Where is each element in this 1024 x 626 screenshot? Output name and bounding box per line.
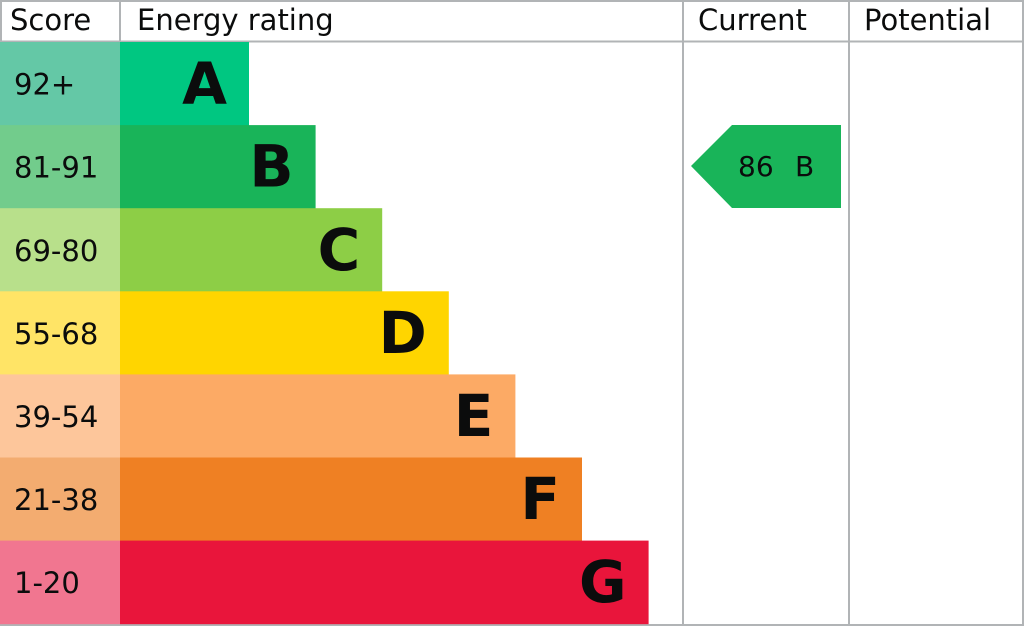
current-letter: B — [795, 150, 814, 183]
current-score: 86 — [738, 150, 774, 183]
rating-letter: F — [520, 465, 560, 533]
score-cell — [0, 208, 120, 292]
current-arrow-shape — [691, 125, 841, 208]
score-range: 81-91 — [14, 151, 98, 185]
rating-letter: C — [318, 216, 361, 284]
band-b: 81-91 B — [0, 125, 316, 209]
score-cell — [0, 540, 120, 625]
rating-bar — [120, 125, 316, 209]
rating-bar — [120, 457, 582, 542]
header-potential: Potential — [864, 3, 991, 37]
rating-letter: G — [579, 548, 627, 616]
rating-bar — [120, 374, 516, 458]
band-g: 1-20 G — [0, 540, 649, 625]
score-range: 1-20 — [14, 566, 80, 600]
score-cell — [0, 374, 120, 458]
score-cell — [0, 457, 120, 542]
current-rating-arrow: 86 B — [691, 125, 841, 208]
score-range: 21-38 — [14, 483, 98, 517]
band-a: 92+ A — [0, 42, 249, 126]
rating-letter: B — [249, 133, 293, 201]
rating-bar — [120, 208, 383, 292]
rating-letter: E — [454, 382, 494, 450]
score-range: 55-68 — [14, 317, 98, 351]
rating-bar — [120, 42, 249, 126]
score-range: 69-80 — [14, 234, 98, 268]
score-cell — [0, 42, 120, 126]
score-cell — [0, 125, 120, 209]
band-e: 39-54 E — [0, 374, 516, 458]
header-current: Current — [698, 3, 807, 37]
header-energy-rating: Energy rating — [137, 3, 334, 37]
score-cell — [0, 291, 120, 375]
band-d: 55-68 D — [0, 291, 449, 375]
band-c: 69-80 C — [0, 208, 383, 292]
rating-bar — [120, 291, 449, 375]
header-score: Score — [10, 3, 91, 37]
score-range: 92+ — [14, 68, 75, 102]
band-f: 21-38 F — [0, 457, 582, 542]
rating-letter: D — [379, 299, 427, 367]
rating-bar — [120, 540, 649, 625]
score-range: 39-54 — [14, 400, 98, 434]
rating-letter: A — [182, 50, 227, 118]
